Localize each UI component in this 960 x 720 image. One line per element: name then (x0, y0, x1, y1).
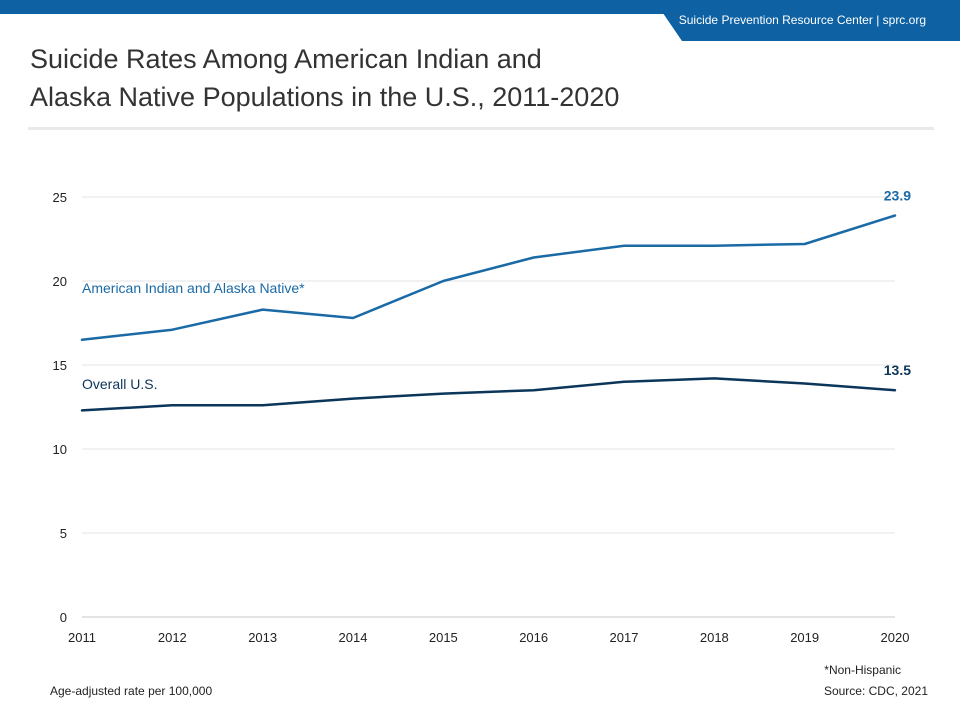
page-title: Suicide Rates Among American Indian and … (30, 40, 750, 116)
y-tick-label: 20 (53, 274, 67, 289)
series-label: American Indian and Alaska Native* (82, 280, 305, 296)
x-tick-label: 2013 (248, 630, 277, 645)
end-value-label: 23.9 (884, 187, 911, 203)
y-tick-label: 10 (53, 442, 67, 457)
x-tick-label: 2019 (790, 630, 819, 645)
end-value-label: 13.5 (884, 362, 911, 378)
y-tick-label: 5 (60, 526, 67, 541)
x-tick-label: 2011 (68, 630, 96, 645)
x-tick-label: 2016 (519, 630, 548, 645)
x-tick-label: 2018 (700, 630, 729, 645)
brand-label[interactable]: Suicide Prevention Resource Center | spr… (678, 13, 926, 27)
source-caption: Source: CDC, 2021 (823, 684, 928, 698)
series-line (80, 377, 897, 412)
footnote: *Non-Hispanic (824, 663, 901, 677)
series-label: Overall U.S. (82, 376, 157, 392)
title-line-1: Suicide Rates Among American Indian and (30, 44, 542, 74)
x-tick-label: 2017 (610, 630, 639, 645)
y-tick-label: 15 (53, 358, 67, 373)
y-tick-label: 25 (53, 190, 67, 205)
x-tick-label: 2020 (881, 630, 910, 645)
x-tick-label: 2015 (429, 630, 458, 645)
y-tick-label: 0 (60, 610, 67, 625)
title-line-2: Alaska Native Populations in the U.S., 2… (30, 82, 620, 112)
x-tick-label: 2012 (158, 630, 187, 645)
x-tick-label: 2014 (339, 630, 368, 645)
series-line (80, 214, 897, 342)
title-divider (28, 127, 934, 130)
brand-tab (654, 0, 960, 41)
units-caption: Age-adjusted rate per 100,000 (50, 684, 213, 698)
